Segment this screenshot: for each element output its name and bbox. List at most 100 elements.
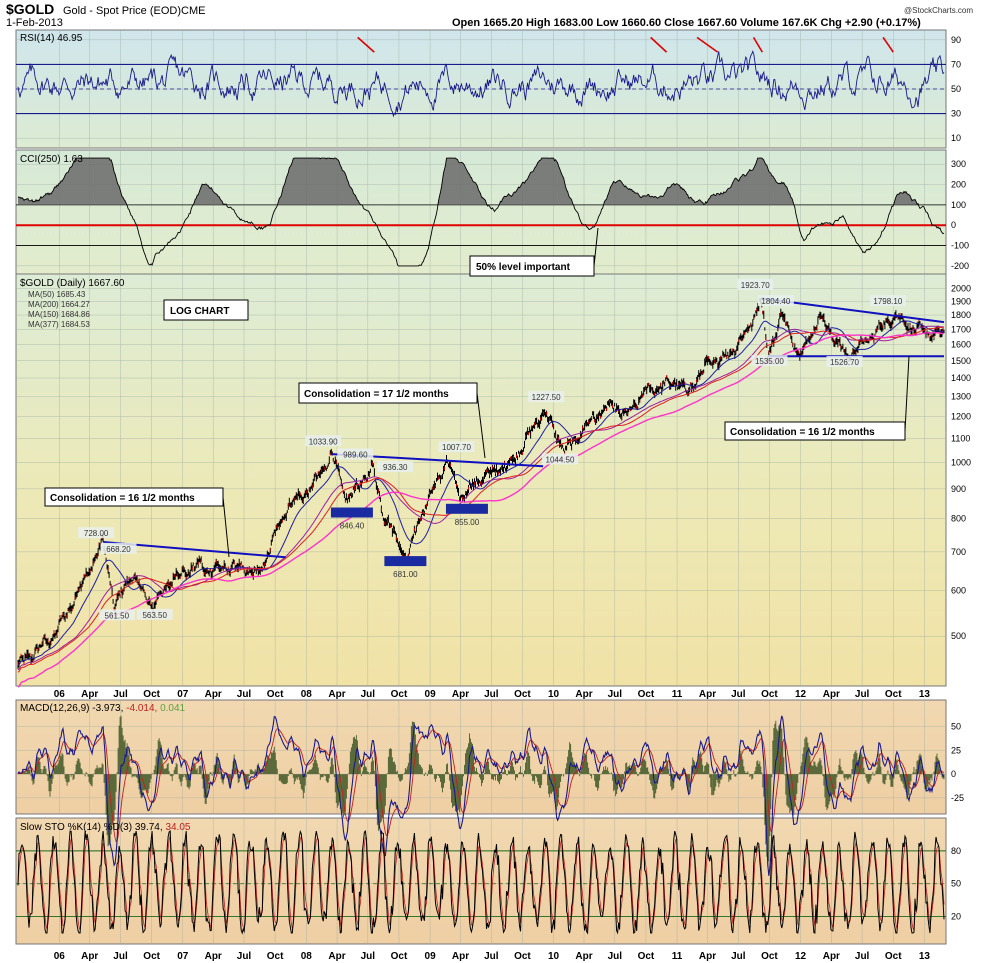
- price-label: 989.60: [343, 450, 368, 459]
- price-label-bg: [305, 435, 342, 447]
- pointer-2006: [222, 496, 230, 558]
- rsi-y-tick: 50: [951, 84, 961, 94]
- stoch-y-tick: 80: [951, 846, 961, 856]
- series-layer: [17, 50, 945, 935]
- ohlc-readout: Open 1665.20 High 1683.00 Low 1660.60 Cl…: [452, 17, 921, 29]
- pointer-cci: [593, 227, 599, 267]
- ma200-line: [17, 326, 945, 673]
- legend-ma377: MA(377) 1684.53: [28, 320, 90, 329]
- price-label-bg: [737, 278, 774, 290]
- macd-y-tick: -25: [951, 793, 964, 803]
- price-y-tick: 1400: [951, 373, 971, 383]
- stoch-y-tick: 50: [951, 879, 961, 889]
- x-tick-label: Apr: [328, 951, 345, 962]
- price-y-tick: 800: [951, 513, 966, 523]
- price-label: 1044.50: [546, 455, 575, 464]
- price-y-tick: 600: [951, 586, 966, 596]
- x-tick-label: Apr: [328, 689, 345, 700]
- price-y-tick: 700: [951, 547, 966, 557]
- x-tick-label: Oct: [143, 951, 160, 962]
- x-tick-label: 13: [919, 689, 931, 700]
- price-label: 563.50: [142, 611, 167, 620]
- cci-area: [18, 158, 944, 226]
- price-label-bg: [869, 295, 906, 307]
- x-tick-label: 06: [54, 689, 66, 700]
- rsi-divergence-marker: [752, 36, 764, 53]
- x-tick-label: Jul: [113, 951, 128, 962]
- exchange-label: CME: [181, 5, 205, 17]
- x-tick-label: Jul: [484, 689, 499, 700]
- price-label: 1535.00: [755, 357, 784, 366]
- x-tick-label: Apr: [205, 951, 222, 962]
- x-tick-label: 12: [795, 951, 807, 962]
- price-label: 1798.10: [873, 297, 902, 306]
- price-label-bg: [826, 355, 863, 367]
- cci-line: [17, 157, 945, 267]
- rsi-divergence-marker: [357, 36, 375, 53]
- price-y-tick: 500: [951, 631, 966, 641]
- macd-title-main: MACD(12,26,9) -3.973,: [20, 703, 123, 714]
- price-y-tick: 1800: [951, 310, 971, 320]
- ma150-line: [17, 325, 945, 671]
- x-tick-label: Oct: [514, 689, 531, 700]
- rsi-divergence-marker: [650, 36, 668, 53]
- price-label: 1227.50: [532, 393, 561, 402]
- cci-y-tick: 300: [951, 159, 966, 169]
- price-label-bg: [98, 609, 135, 621]
- rsi-y-tick: 70: [951, 59, 961, 69]
- rsi-y-tick: 90: [951, 35, 961, 45]
- price-label-bg: [377, 461, 414, 473]
- macd-line: [17, 715, 945, 876]
- x-tick-label: 08: [301, 951, 313, 962]
- pointer-2011: [904, 355, 910, 432]
- consolidation-label-2008: Consolidation = 17 1/2 months: [304, 389, 449, 400]
- cci-y-tick: -100: [951, 241, 969, 251]
- price-label: 1923.70: [741, 281, 770, 290]
- x-tick-label: Oct: [885, 689, 902, 700]
- x-tick-label: Jul: [855, 689, 870, 700]
- x-tick-label: Apr: [575, 689, 592, 700]
- x-tick-label: Apr: [823, 951, 840, 962]
- cci-panel: [15, 149, 947, 275]
- price-label: 681.00: [393, 570, 418, 579]
- price-y-tick: 1000: [951, 457, 971, 467]
- x-tick-label: 10: [548, 689, 560, 700]
- price-label-marker: [330, 507, 373, 518]
- stoch-k-line: [17, 829, 945, 935]
- x-tick-label: Jul: [731, 689, 746, 700]
- ma377-line: [17, 332, 945, 688]
- price-label: 1804.40: [761, 297, 790, 306]
- stoch-d-line: [17, 835, 945, 932]
- price-label-bg: [757, 295, 794, 307]
- ma50-line: [17, 320, 945, 666]
- macd-signal-line: [17, 728, 945, 842]
- log-chart-label: LOG CHART: [170, 306, 229, 317]
- rsi-title: RSI(14) 46.95: [20, 33, 83, 44]
- price-y-tick: 1200: [951, 412, 971, 422]
- cci-title: CCI(250) 1.63: [20, 154, 83, 165]
- rsi-divergence-marker: [696, 36, 719, 53]
- x-tick-label: Jul: [608, 689, 623, 700]
- price-y-tick: 1100: [951, 434, 970, 444]
- x-tick-label: Apr: [81, 689, 98, 700]
- macd-y-tick: 25: [951, 745, 961, 755]
- consolidation-label-2011: Consolidation = 16 1/2 months: [730, 427, 875, 438]
- price-label: 668.20: [106, 545, 131, 554]
- macd-title-signal: -4.014,: [126, 703, 157, 714]
- price-y-tick: 1700: [951, 324, 971, 334]
- price-label-bg: [541, 453, 578, 465]
- x-tick-label: Apr: [575, 951, 592, 962]
- price-title: $GOLD (Daily) 1667.60: [20, 278, 125, 289]
- pointer-2008: [476, 392, 486, 459]
- price-y-tick: 1300: [951, 392, 971, 402]
- x-tick-label: Apr: [81, 951, 98, 962]
- x-tick-label: Apr: [205, 689, 222, 700]
- price-label-marker: [384, 556, 427, 567]
- cci-y-tick: -200: [951, 261, 969, 271]
- legend-ma200: MA(200) 1664.27: [28, 300, 90, 309]
- macd-title: MACD(12,26,9) -3.973, -4.014, 0.041: [20, 703, 186, 714]
- price-label: 855.00: [455, 518, 480, 527]
- x-tick-label: 13: [919, 951, 931, 962]
- rsi-divergence-marker: [882, 36, 894, 53]
- x-tick-label: 12: [795, 689, 807, 700]
